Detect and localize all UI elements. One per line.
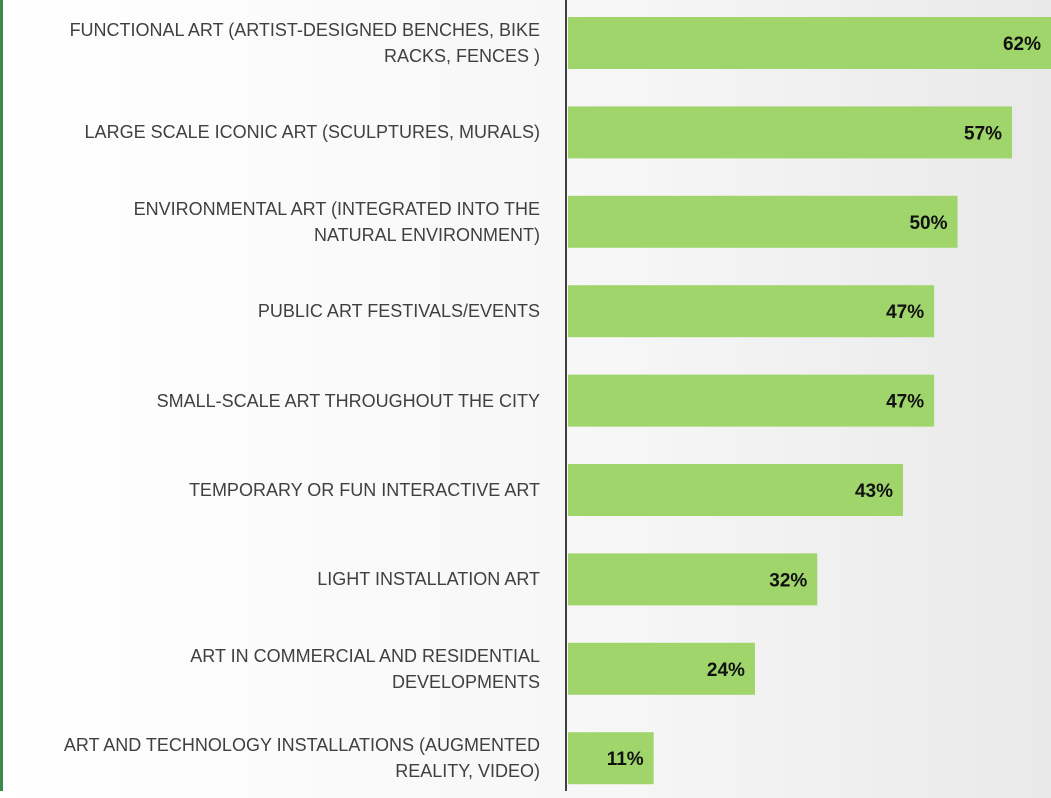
data-label: 24% xyxy=(707,660,745,681)
data-label: 32% xyxy=(769,570,807,591)
data-label: 50% xyxy=(909,213,947,234)
data-label: 11% xyxy=(607,749,644,770)
category-label: ART IN COMMERCIAL AND RESIDENTIAL DEVELO… xyxy=(190,645,540,692)
left-edge xyxy=(0,0,3,791)
data-label: 57% xyxy=(964,123,1002,144)
data-label: 62% xyxy=(1003,34,1041,55)
bar xyxy=(568,732,654,785)
data-label: 43% xyxy=(855,481,893,502)
category-label: PUBLIC ART FESTIVALS/EVENTS xyxy=(257,301,540,322)
bar xyxy=(568,285,935,338)
bar xyxy=(568,106,1013,159)
category-label: FUNCTIONAL ART (ARTIST-DESIGNED BENCHES,… xyxy=(69,20,540,66)
category-label: TEMPORARY OR FUN INTERACTIVE ART xyxy=(188,480,540,500)
category-label: SMALL-SCALE ART THROUGHOUT THE CITY xyxy=(156,390,540,411)
category-label: LIGHT INSTALLATION ART xyxy=(317,569,540,590)
bar xyxy=(568,642,755,695)
bar xyxy=(568,553,818,606)
category-label: LARGE SCALE ICONIC ART (SCULPTURES, MURA… xyxy=(84,122,540,143)
bar xyxy=(568,17,1051,69)
bar xyxy=(568,374,935,427)
category-label: ART AND TECHNOLOGY INSTALLATIONS (AUGMEN… xyxy=(63,735,540,782)
category-label: ENVIRONMENTAL ART (INTEGRATED INTO THE N… xyxy=(133,198,540,245)
bar xyxy=(568,195,958,248)
bar xyxy=(568,464,903,516)
data-label: 47% xyxy=(886,302,924,323)
data-label: 47% xyxy=(886,392,924,413)
